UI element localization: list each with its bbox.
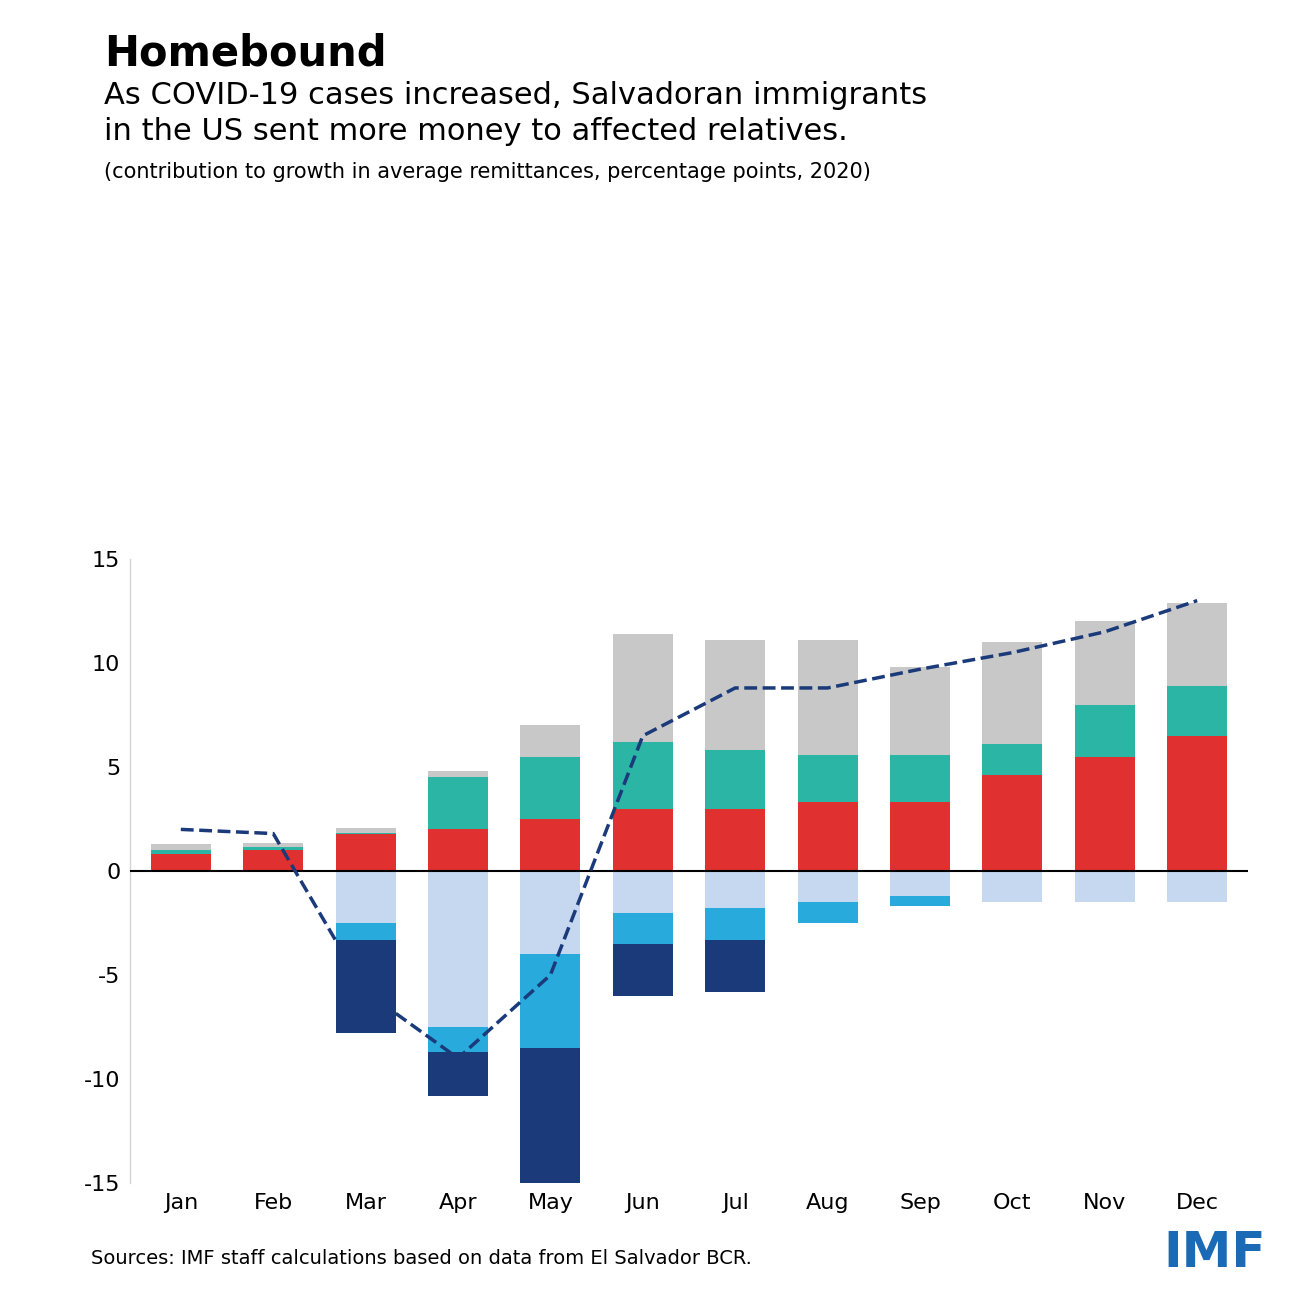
- Text: Homebound: Homebound: [104, 32, 386, 74]
- Bar: [612, 742, 673, 809]
- Bar: [983, 642, 1043, 744]
- Bar: [428, 1027, 488, 1052]
- Text: Sources: IMF staff calculations based on data from El Salvador BCR.: Sources: IMF staff calculations based on…: [91, 1248, 751, 1268]
- Text: IMF: IMF: [1164, 1228, 1266, 1277]
- Bar: [612, 871, 673, 913]
- Bar: [983, 744, 1043, 775]
- Bar: [520, 819, 580, 871]
- Bar: [705, 809, 766, 871]
- Bar: [798, 902, 858, 923]
- Bar: [335, 940, 395, 1034]
- Bar: [243, 848, 303, 850]
- Bar: [1075, 621, 1135, 705]
- Bar: [705, 940, 766, 992]
- Bar: [335, 871, 395, 923]
- Bar: [335, 828, 395, 832]
- Bar: [705, 640, 766, 750]
- Bar: [335, 923, 395, 940]
- Bar: [520, 1048, 580, 1183]
- Bar: [428, 871, 488, 1027]
- Bar: [891, 896, 950, 906]
- Bar: [151, 854, 211, 871]
- Bar: [798, 802, 858, 871]
- Text: (contribution to growth in average remittances, percentage points, 2020): (contribution to growth in average remit…: [104, 162, 871, 182]
- Bar: [891, 754, 950, 802]
- Bar: [151, 850, 211, 854]
- Bar: [705, 750, 766, 809]
- Bar: [428, 771, 488, 777]
- Bar: [243, 842, 303, 848]
- Bar: [428, 829, 488, 871]
- Bar: [1075, 757, 1135, 871]
- Bar: [891, 871, 950, 896]
- Bar: [798, 754, 858, 802]
- Bar: [520, 954, 580, 1048]
- Bar: [1167, 603, 1227, 686]
- Text: As COVID-19 cases increased, Salvadoran immigrants
in the US sent more money to : As COVID-19 cases increased, Salvadoran …: [104, 81, 927, 146]
- Bar: [612, 809, 673, 871]
- Bar: [798, 640, 858, 754]
- Bar: [798, 871, 858, 902]
- Bar: [520, 757, 580, 819]
- Bar: [891, 667, 950, 754]
- Bar: [428, 1052, 488, 1096]
- Bar: [705, 909, 766, 940]
- Bar: [1075, 871, 1135, 902]
- Bar: [1167, 686, 1227, 736]
- Bar: [612, 944, 673, 996]
- Bar: [1075, 705, 1135, 757]
- Bar: [428, 777, 488, 829]
- Bar: [520, 871, 580, 954]
- Bar: [1167, 871, 1227, 902]
- Bar: [983, 775, 1043, 871]
- Bar: [243, 850, 303, 871]
- Bar: [612, 913, 673, 944]
- Bar: [151, 844, 211, 850]
- Bar: [1167, 736, 1227, 871]
- Bar: [705, 871, 766, 909]
- Bar: [891, 802, 950, 871]
- Bar: [335, 833, 395, 871]
- Bar: [520, 725, 580, 757]
- Bar: [612, 634, 673, 742]
- Bar: [983, 871, 1043, 902]
